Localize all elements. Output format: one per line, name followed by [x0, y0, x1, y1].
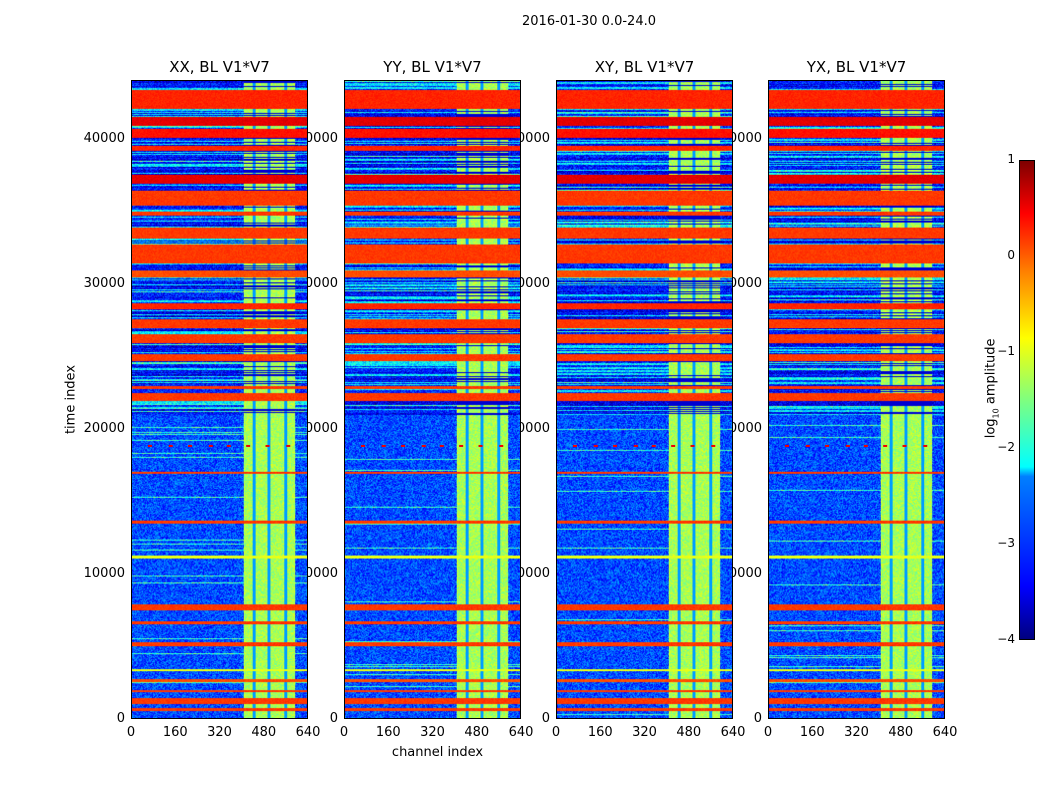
flag-marker [208, 444, 213, 447]
colorbar-tick-label: −4 [997, 632, 1015, 646]
heatmap-panel [556, 80, 733, 719]
y-tick-label: 30000 [83, 276, 125, 291]
colorbar-tick-label: −3 [997, 536, 1015, 550]
flag-marker [478, 444, 483, 447]
flag-marker [690, 444, 695, 447]
flag-marker [572, 444, 577, 447]
x-tick-label: 0 [339, 725, 349, 740]
flag-marker [360, 444, 365, 447]
flag-marker [711, 444, 716, 447]
heatmap-image [769, 81, 944, 718]
heatmap-panel [344, 80, 521, 719]
flag-marker [923, 444, 928, 447]
flag-marker [286, 444, 291, 447]
y-tick-label: 0 [116, 711, 125, 726]
flag-marker [265, 444, 270, 447]
flag-marker [593, 444, 598, 447]
flag-marker [671, 444, 676, 447]
x-tick-label: 480 [464, 725, 490, 740]
flag-marker [147, 444, 152, 447]
flag-marker [651, 444, 656, 447]
flag-marker [381, 444, 386, 447]
panel-title: YY, BL V1*V7 [383, 58, 482, 76]
x-tick-label: 320 [844, 725, 869, 740]
flag-marker [439, 444, 444, 447]
x-tick-label: 480 [888, 725, 914, 740]
heatmap-panel [131, 80, 308, 719]
figure-suptitle: 2016-01-30 0.0-24.0 [522, 14, 656, 29]
y-tick-label: 0 [753, 711, 762, 726]
flag-marker [863, 444, 868, 447]
x-tick-label: 320 [207, 725, 232, 740]
panel-title: XY, BL V1*V7 [594, 58, 695, 76]
heatmap-panel [768, 80, 945, 719]
heatmap-image [132, 81, 307, 718]
x-tick-label: 0 [126, 725, 136, 740]
flag-marker [825, 444, 830, 447]
heatmap-image [345, 81, 520, 718]
flag-marker [168, 444, 173, 447]
flag-marker [805, 444, 810, 447]
x-tick-label: 160 [799, 725, 825, 740]
panel-title: YX, BL V1*V7 [806, 58, 907, 76]
flag-marker [845, 444, 850, 447]
flag-marker [246, 444, 251, 447]
x-tick-label: 640 [508, 725, 534, 740]
x-tick-label: 160 [162, 725, 188, 740]
x-tick-label: 320 [420, 725, 445, 740]
colorbar-label: log10 amplitude [983, 338, 1001, 439]
flag-marker [499, 444, 504, 447]
x-tick-label: 640 [932, 725, 958, 740]
x-tick-label: 320 [632, 725, 657, 740]
flag-marker [459, 444, 464, 447]
colorbar-tick-label: −1 [997, 344, 1015, 358]
heatmap-image [557, 81, 732, 718]
panel-title: XX, BL V1*V7 [169, 58, 270, 76]
flag-marker [902, 444, 907, 447]
x-tick-label: 160 [587, 725, 613, 740]
flag-marker [226, 444, 231, 447]
x-tick-label: 640 [720, 725, 746, 740]
y-tick-label: 40000 [83, 131, 125, 146]
colorbar-tick-label: 1 [1007, 152, 1015, 166]
x-tick-label: 160 [375, 725, 401, 740]
y-tick-label: 0 [541, 711, 550, 726]
x-tick-label: 0 [551, 725, 561, 740]
x-tick-label: 480 [251, 725, 277, 740]
flag-marker [784, 444, 789, 447]
flag-marker [401, 444, 406, 447]
colorbar-tick-label: −2 [997, 440, 1015, 454]
x-tick-label: 640 [295, 725, 321, 740]
x-tick-label: 0 [763, 725, 773, 740]
flag-marker [188, 444, 193, 447]
x-tick-label: 480 [676, 725, 702, 740]
flag-marker [633, 444, 638, 447]
y-tick-label: 20000 [83, 421, 125, 436]
flag-marker [883, 444, 888, 447]
x-axis-label: channel index [391, 745, 484, 760]
colorbar-tick-label: 0 [1007, 248, 1015, 262]
y-tick-label: 0 [329, 711, 338, 726]
flag-marker [613, 444, 618, 447]
flag-marker [421, 444, 426, 447]
y-tick-label: 10000 [83, 566, 125, 581]
colorbar [1019, 160, 1035, 640]
